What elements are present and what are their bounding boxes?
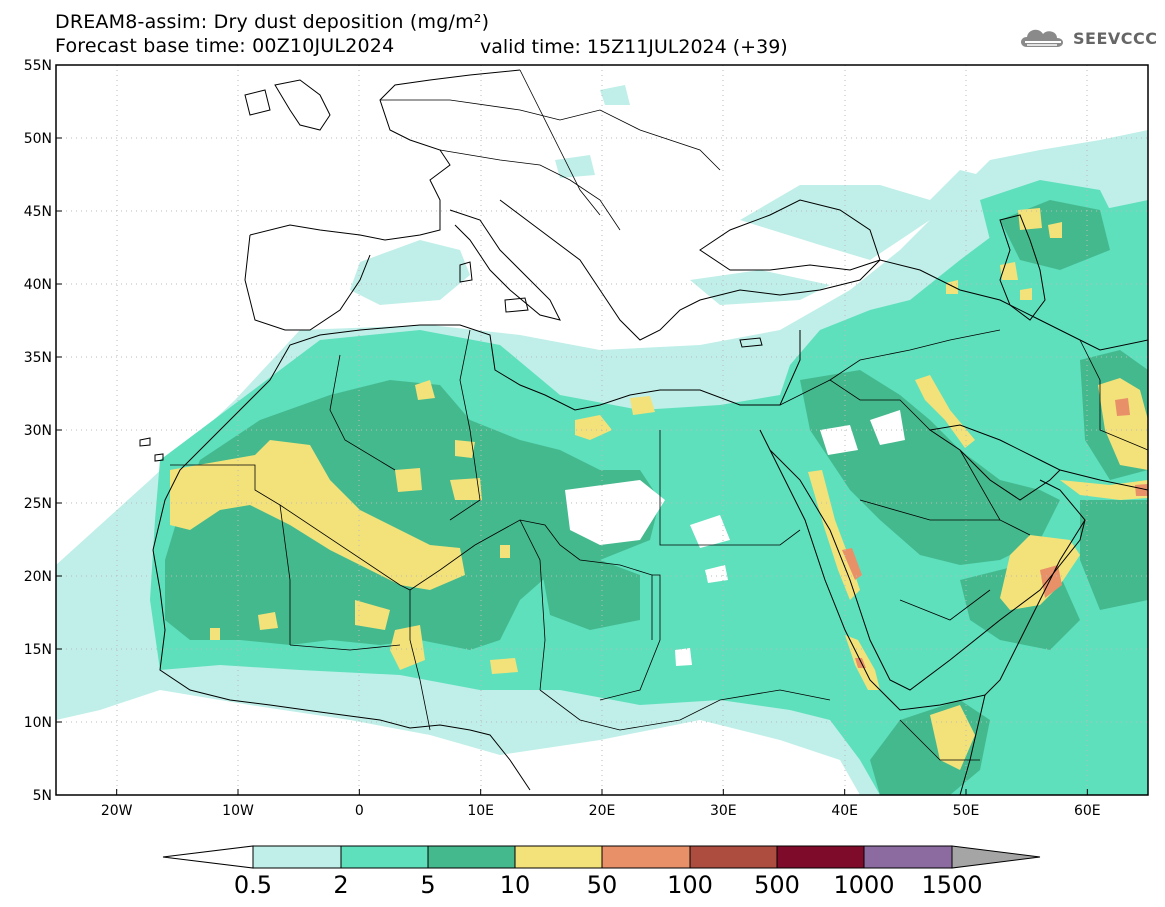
lat-label: 25N [24,496,52,512]
valid-time-label: valid time: 15Z11JUL2024 (+39) [480,36,788,58]
legend-label: 50 [587,871,618,899]
legend-arrow-max [951,845,1041,869]
lat-label: 5N [33,788,52,804]
legend-swatch-2 [340,845,429,869]
lon-label: 10E [467,803,494,819]
legend-label: 1500 [921,871,982,899]
graticule [56,65,1148,795]
legend-label: 5 [420,871,435,899]
legend-label: 2 [333,871,348,899]
cloud-icon [1021,29,1063,47]
legend-labels: 0.5 2 5 10 50 100 500 1000 1500 [234,871,983,899]
map-title: DREAM8-assim: Dry dust deposition (mg/m²… [55,11,490,33]
legend-label: 1000 [833,871,894,899]
legend-arrow-min [162,845,254,869]
logo-text: SEEVCCC [1073,28,1158,48]
legend-swatch-0.5 [252,845,342,869]
lat-label: 15N [24,642,52,658]
dust-field [56,85,1148,795]
lon-label: 20E [589,803,616,819]
lat-label: 45N [24,204,52,220]
lon-label: 50E [953,803,980,819]
legend-swatch-1000 [863,845,953,869]
lon-label: 20W [101,803,133,819]
lat-label: 10N [24,715,52,731]
legend-label: 100 [667,871,713,899]
lat-label: 35N [24,350,52,366]
lon-label: 40E [831,803,858,819]
lat-label: 40N [24,277,52,293]
lat-label: 50N [24,131,52,147]
legend-swatch-50 [601,845,691,869]
borders [170,69,1148,761]
coastlines [139,69,1148,795]
latitude-labels: 55N 50N 45N 40N 35N 30N 25N 20N 15N 10N 5N [24,58,62,804]
legend-swatch-500 [776,845,865,869]
legend-label: 10 [500,871,531,899]
base-time-label: Forecast base time: 00Z10JUL2024 [55,35,395,57]
legend-label: 0.5 [234,871,272,899]
lon-label: 0 [355,803,364,819]
lon-label: 60E [1074,803,1101,819]
lat-label: 20N [24,569,52,585]
longitude-labels: 20W 10W 0 10E 20E 30E 40E 50E 60E [101,789,1101,819]
legend-label: 500 [754,871,800,899]
seevccc-logo: SEEVCCC [1017,25,1158,51]
lon-label: 10W [222,803,254,819]
lat-label: 55N [24,58,52,74]
legend-swatch-10 [514,845,603,869]
lat-label: 30N [24,423,52,439]
color-legend: 0.5 2 5 10 50 100 500 1000 1500 [162,845,1041,899]
legend-swatch-100 [689,845,778,869]
lon-label: 30E [710,803,737,819]
legend-swatch-5 [427,845,516,869]
